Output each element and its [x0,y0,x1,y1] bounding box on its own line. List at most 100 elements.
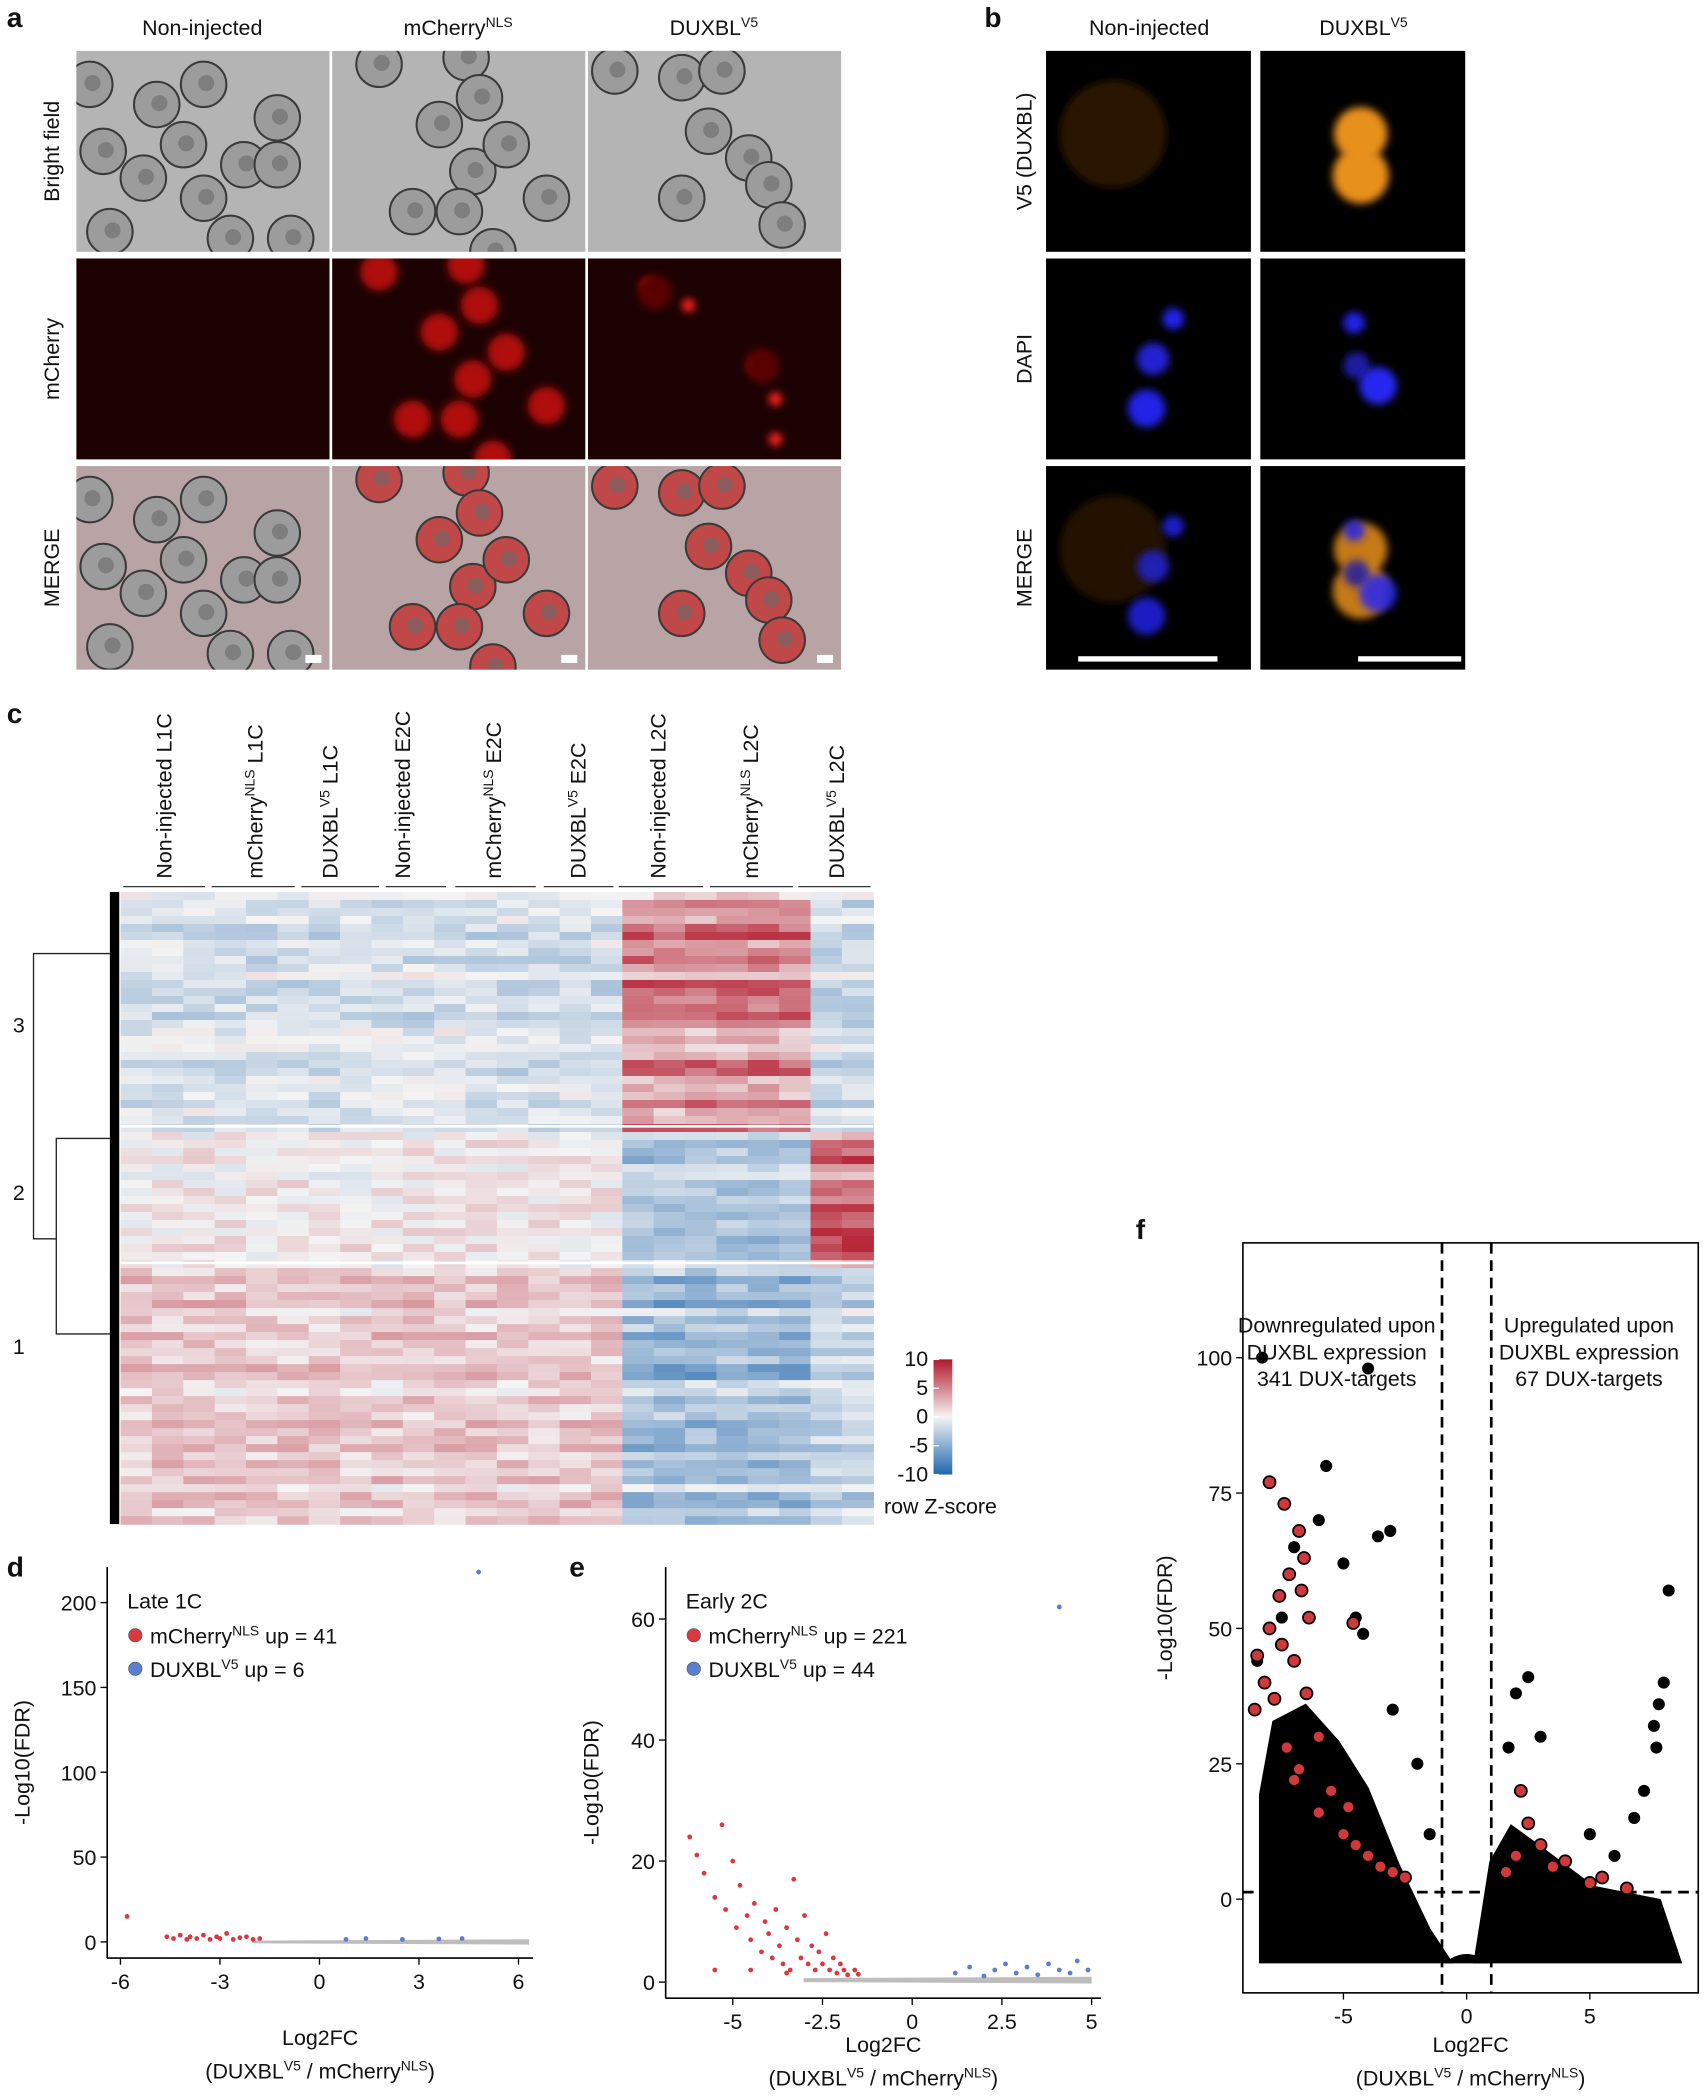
heatmap-cell [308,1444,341,1453]
heatmap-cell [528,1268,561,1277]
heatmap-cell [685,979,718,989]
point [1619,1881,1634,1896]
heatmap-cell [214,1108,247,1117]
heatmap-cell [841,1420,874,1429]
heatmap-cell [779,1011,812,1021]
heatmap-cell [559,1092,592,1101]
heatmap-cell [371,1035,404,1045]
heatmap-cell [340,939,373,949]
point [1275,1611,1288,1624]
point [1337,1557,1350,1570]
heatmap-cell [214,1124,247,1133]
heatmap-cell [841,947,874,957]
heatmap-cell [747,915,780,925]
panel-letter: d [7,1551,24,1582]
heatmap-cell [841,1180,874,1189]
heatmap-cell [591,1116,624,1125]
heatmap-cell [622,1084,655,1093]
heatmap-cell [183,1164,216,1173]
heatmap-cell [465,963,498,973]
heatmap-cell [214,1500,247,1509]
heatmap-cell [559,907,592,917]
heatmap-cell [591,1060,624,1069]
heatmap-cell [559,963,592,973]
heatmap-cell [308,1300,341,1309]
heatmap-cell [779,1180,812,1189]
heatmap-cell [120,1516,153,1525]
micrograph [1046,50,1251,252]
point [1386,1703,1399,1716]
heatmap-cell [308,1027,341,1037]
heatmap-cell [716,1260,749,1269]
heatmap-cell [685,1276,718,1285]
heatmap-cell [183,923,216,933]
point [1282,1567,1297,1582]
heatmap-cell [402,1092,435,1101]
heatmap-cell [434,1372,467,1381]
heatmap-cell [841,1068,874,1077]
heatmap-cell [810,1500,843,1509]
point [1398,1870,1412,1885]
heatmap-cell [747,1084,780,1093]
heatmap-cell [559,1180,592,1189]
heatmap-cell [653,1300,686,1309]
heatmap-cell [496,1244,529,1253]
heatmap-cell [622,1476,655,1485]
heatmap-cell [465,1035,498,1045]
heatmap-cell [120,1244,153,1253]
heatmap-cell [685,1452,718,1461]
y-tick-label: 40 [631,1729,655,1753]
heatmap-cell [810,1076,843,1085]
heatmap-cell [747,1092,780,1101]
heatmap-cell [183,1396,216,1405]
heatmap-cell [246,1212,279,1221]
heatmap-cell [120,1260,153,1269]
heatmap-cell [120,1268,153,1277]
heatmap-cell [402,1340,435,1349]
heatmap-cell [716,1484,749,1493]
heatmap-cell [120,1460,153,1469]
heatmap-cell [371,1188,404,1197]
heatmap-cell [496,1460,529,1469]
fluorescent-cell [447,258,485,284]
heatmap-cell [559,1172,592,1181]
heatmap-cell [747,1388,780,1397]
heatmap-cell [528,891,561,901]
heatmap-cell [653,1100,686,1109]
heatmap-cell [120,1332,153,1341]
heatmap-cell [371,1476,404,1485]
heatmap-cell [277,979,310,989]
heatmap-cell [120,995,153,1005]
heatmap-cell [434,963,467,973]
heatmap-cell [841,1043,874,1053]
heatmap-cell [747,1043,780,1053]
heatmap-cell [528,899,561,909]
heatmap-cell [434,1348,467,1357]
heatmap-cell [841,995,874,1005]
heatmap-cell [277,923,310,933]
heatmap-cell [622,939,655,949]
heatmap-cell [559,931,592,941]
heatmap-cell [371,1003,404,1013]
heatmap-cell [747,1276,780,1285]
heatmap-cell [841,1316,874,1325]
point [1362,1362,1375,1375]
heatmap-cell [622,1372,655,1381]
heatmap-cell [528,1027,561,1037]
superscript: V5 [847,2064,864,2080]
heatmap-cell [622,1196,655,1205]
heatmap-cell [214,1516,247,1525]
heatmap-cell [559,1460,592,1469]
heatmap-cell [246,1140,279,1149]
heatmap-cell [685,1292,718,1301]
heatmap-cell [402,939,435,949]
heatmap-cell [622,1452,655,1461]
heatmap-cell [747,1132,780,1141]
y-tick-label: 50 [1208,1617,1232,1641]
heatmap-cell [716,947,749,957]
heatmap-cell [716,1268,749,1277]
heatmap-cell [779,1132,812,1141]
heatmap-cell [277,1124,310,1133]
heatmap-cell [528,1132,561,1141]
heatmap-cell [340,1388,373,1397]
